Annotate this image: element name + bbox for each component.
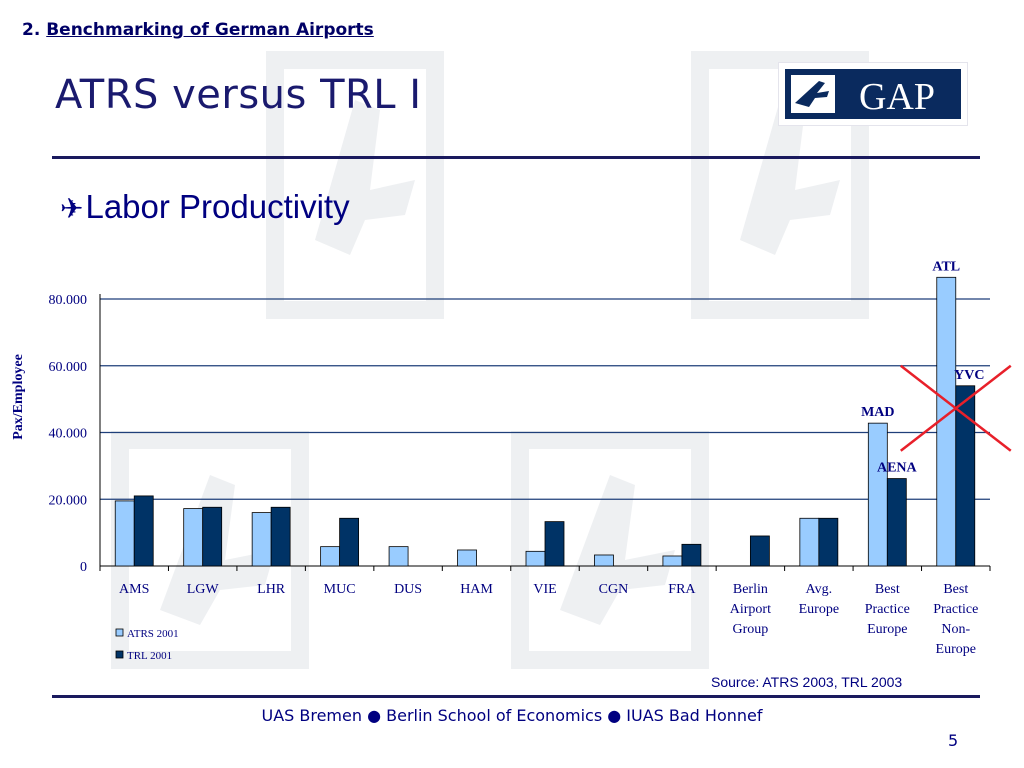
bar-trl-2001 xyxy=(749,535,770,567)
airplane-icon: ✈ xyxy=(60,192,84,225)
legend-label: ATRS 2001 xyxy=(127,628,179,640)
bar-atrs-2001 xyxy=(867,422,888,567)
y-tick-label: 0 xyxy=(80,560,87,575)
x-tick-label: LGW xyxy=(187,582,220,597)
bar-trl-2001 xyxy=(339,517,360,567)
section-heading: 2. Benchmarking of German Airports xyxy=(22,20,374,40)
section-title-link[interactable]: Benchmarking of German Airports xyxy=(46,20,374,40)
x-tick-label: Practice xyxy=(865,602,910,617)
bar-atrs-2001 xyxy=(662,555,683,567)
page-number: 5 xyxy=(948,731,959,750)
bar-annotation: MAD xyxy=(861,405,894,420)
source-note: Source: ATRS 2003, TRL 2003 xyxy=(711,674,903,690)
cross-out-line xyxy=(900,364,1012,452)
logo-text: GAP xyxy=(859,76,935,118)
bullet-point: ✈Labor Productivity xyxy=(60,188,350,226)
footer-text: UAS Bremen ● Berlin School of Economics … xyxy=(261,706,763,725)
bar-trl-2001 xyxy=(270,506,291,567)
bar-annotation: ATL xyxy=(932,259,960,274)
x-tick-label: FRA xyxy=(668,582,696,597)
y-tick-label: 20.000 xyxy=(49,493,88,508)
x-tick-label: DUS xyxy=(394,582,422,597)
gap-logo: GAP xyxy=(778,62,968,126)
y-axis-label: Pax/Employee xyxy=(11,354,26,440)
y-tick-label: 40.000 xyxy=(49,427,88,442)
bar-atrs-2001 xyxy=(799,517,820,567)
bar-annotation: AENA xyxy=(877,461,918,476)
legend-label: TRL 2001 xyxy=(127,650,172,662)
x-tick-label: Airport xyxy=(730,602,771,617)
x-tick-label: CGN xyxy=(599,582,629,597)
bar-trl-2001 xyxy=(955,385,976,567)
legend-swatch xyxy=(115,650,124,659)
y-tick-label: 60.000 xyxy=(49,360,88,375)
bar-atrs-2001 xyxy=(525,550,546,567)
x-tick-label: Europe xyxy=(867,622,907,637)
title-divider xyxy=(52,156,980,159)
x-tick-label: VIE xyxy=(533,582,556,597)
x-tick-label: Best xyxy=(875,582,900,597)
bar-atrs-2001 xyxy=(251,512,272,567)
bar-atrs-2001 xyxy=(594,554,614,567)
bar-atrs-2001 xyxy=(388,546,409,567)
legend-swatch xyxy=(115,628,124,637)
slide-title: ATRS versus TRL I xyxy=(55,72,422,118)
bar-trl-2001 xyxy=(886,478,907,567)
bar-trl-2001 xyxy=(681,543,702,567)
x-tick-label: AMS xyxy=(119,582,149,597)
bar-atrs-2001 xyxy=(183,508,204,567)
bar-trl-2001 xyxy=(202,506,223,567)
bar-atrs-2001 xyxy=(320,546,341,567)
bullet-text: Labor Productivity xyxy=(85,188,350,225)
x-tick-label: MUC xyxy=(324,582,356,597)
x-tick-label: Avg. xyxy=(806,582,833,597)
bar-annotation: YVC xyxy=(954,368,984,383)
bar-atrs-2001 xyxy=(114,500,135,567)
airplane-watermark-icon xyxy=(266,51,444,319)
x-tick-label: Europe xyxy=(936,642,976,657)
x-tick-label: Non- xyxy=(941,622,970,637)
bar-trl-2001 xyxy=(818,517,839,567)
bar-trl-2001 xyxy=(133,495,154,567)
labor-productivity-chart: 0 20.000 40.000 60.000 80.000 Pax/Employee AMS… xyxy=(11,259,1012,662)
x-tick-label: Berlin xyxy=(733,582,768,597)
airplane-icon xyxy=(795,81,829,107)
y-tick-label: 80.000 xyxy=(49,293,88,308)
x-tick-label: Europe xyxy=(799,602,839,617)
x-tick-label: Practice xyxy=(933,602,978,617)
bar-trl-2001 xyxy=(544,521,565,567)
x-tick-label: Group xyxy=(732,622,768,637)
section-number: 2. xyxy=(22,20,41,40)
x-tick-label: LHR xyxy=(257,582,286,597)
x-tick-label: HAM xyxy=(460,582,493,597)
bar-atrs-2001 xyxy=(457,549,477,567)
x-tick-label: Best xyxy=(943,582,968,597)
footer-divider xyxy=(52,695,980,698)
airplane-watermark-icon xyxy=(691,51,869,319)
